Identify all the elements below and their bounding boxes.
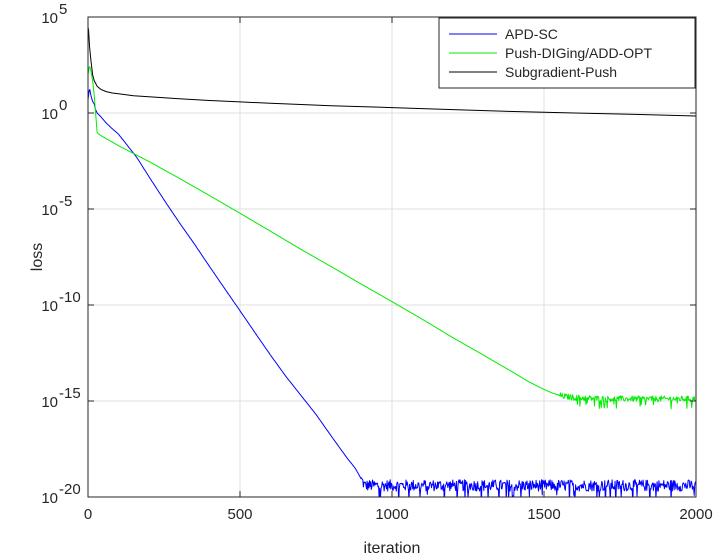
x-tick-label: 500 (227, 506, 252, 523)
x-tick-labels: 0 500 1000 1500 2000 (84, 506, 713, 523)
x-tick-label: 1500 (527, 506, 560, 523)
x-tick-label: 2000 (679, 506, 712, 523)
y-axis-label: loss (29, 243, 46, 271)
y-tick-label-exponent: -15 (59, 385, 81, 402)
y-tick-label-base: 10 (41, 10, 58, 27)
y-tick-label-exponent: -20 (59, 481, 81, 498)
y-tick-label-base: 10 (41, 490, 58, 507)
y-tick-label-base: 10 (41, 394, 58, 411)
y-tick-label-base: 10 (41, 298, 58, 315)
axes (87, 16, 697, 498)
x-tick-label: 1000 (375, 506, 408, 523)
legend: APD-SC Push-DIGing/ADD-OPT Subgradient-Pus… (438, 17, 696, 89)
y-tick-label-exponent: 5 (59, 1, 67, 18)
series-line-1 (88, 89, 696, 497)
x-axis-label: iteration (364, 540, 421, 557)
y-tick-label-base: 10 (41, 106, 58, 123)
series-line-2 (88, 66, 696, 410)
legend-label-3: Subgradient-Push (505, 64, 617, 80)
y-tick-label-exponent: 0 (59, 97, 67, 114)
y-tick-label-exponent: -10 (59, 289, 81, 306)
legend-label-2: Push-DIGing/ADD-OPT (505, 45, 652, 61)
y-tick-label-exponent: -5 (59, 193, 72, 210)
series-line-3 (88, 26, 696, 117)
x-tick-label: 0 (84, 506, 92, 523)
series-lines (88, 26, 696, 497)
legend-label-1: APD-SC (505, 26, 558, 42)
y-tick-label-base: 10 (41, 202, 58, 219)
